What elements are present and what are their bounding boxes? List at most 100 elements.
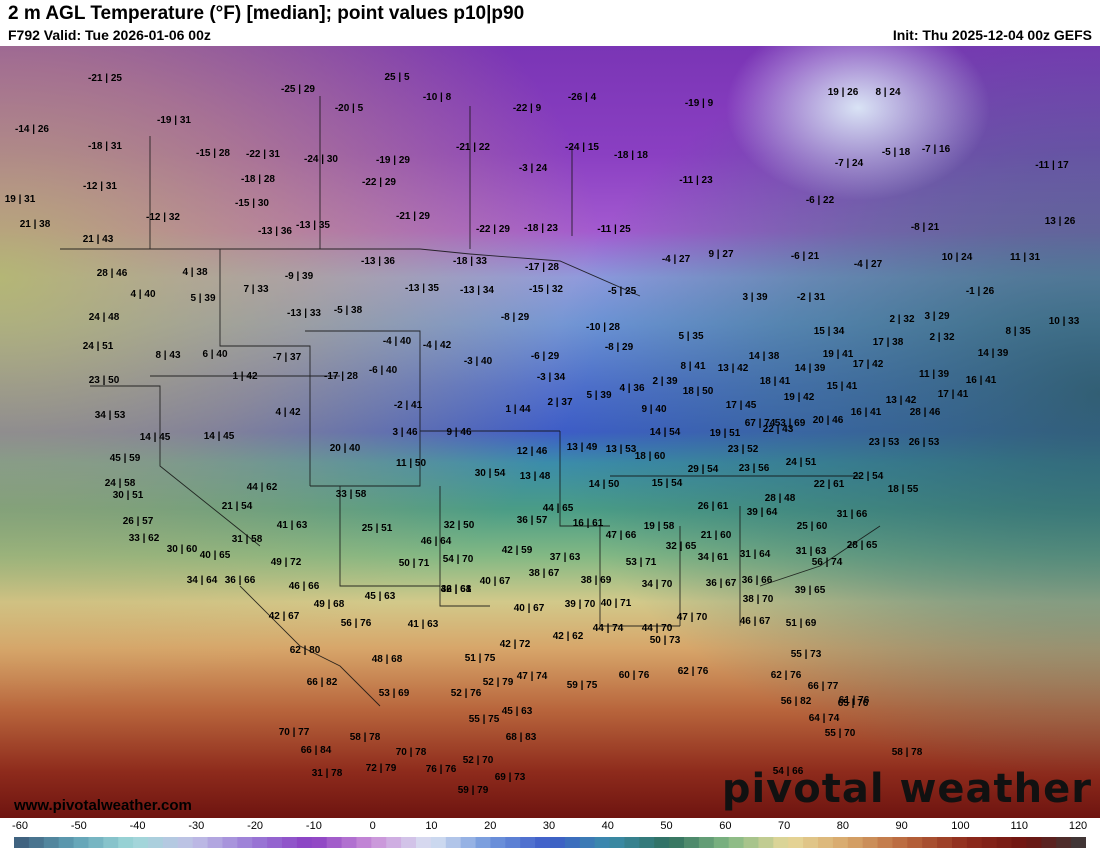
point-value: 26 | 57 [123,516,154,527]
colorbar-segment [803,837,819,848]
point-value: 44 | 70 [642,623,673,634]
point-value: 21 | 60 [701,530,732,541]
point-value: 42 | 72 [500,639,531,650]
point-values: -21 | 25 -25 | 29 25 | 5 -10 | 8 -20 | 5 -26 … [5,72,1080,796]
point-value: 59 | 75 [567,680,598,691]
point-value: 9 | 46 [446,427,471,438]
point-value: -18 | 33 [453,256,487,267]
point-value: 16 | 41 [851,407,882,418]
point-value: 13 | 42 [886,395,917,406]
point-value: 62 | 76 [678,666,709,677]
point-value: -21 | 25 [88,73,122,84]
colorbar-tick: 60 [719,820,732,832]
point-value: 60 | 76 [619,670,650,681]
point-value: 68 | 83 [506,732,537,743]
colorbar-segment [430,837,447,848]
point-value: 56 | 76 [341,618,372,629]
colorbar-segment [654,837,670,848]
colorbar-segment [14,837,30,848]
point-value: 1 | 44 [505,404,530,415]
point-value: 25 | 60 [797,521,828,532]
point-value: 17 | 42 [853,359,884,370]
point-value: 66 | 82 [307,677,338,688]
colorbar: -60 -50 -40 -30 -20 -10 0 10 20 30 40 50 60 70 80 90 100… [0,818,1100,850]
point-value: 31 | 64 [740,549,771,560]
point-value: -7 | 24 [835,158,864,169]
point-value: 45 | 63 [502,706,533,717]
colorbar-segment [401,837,417,848]
colorbar-segment [594,837,611,848]
point-value: 13 | 26 [1045,216,1076,227]
point-value: 11 | 39 [919,369,949,380]
point-value: 23 | 52 [728,444,759,455]
colorbar-segment [416,837,432,848]
colorbar-segment [1056,837,1072,848]
colorbar-segment [371,837,387,848]
colorbar-segment [356,837,372,848]
point-value: 4 | 40 [130,289,155,300]
colorbar-tick: 110 [1010,820,1028,832]
point-value: -19 | 29 [376,155,410,166]
point-value: 72 | 79 [366,763,397,774]
point-value: 4 | 38 [182,267,207,278]
temperature-map[interactable]: -21 | 25 -25 | 29 25 | 5 -10 | 8 -20 | 5 -26 … [0,46,1100,818]
colorbar-tick: 0 [369,820,376,832]
point-value: -12 | 32 [146,212,180,223]
point-value: 22 | 43 [763,424,794,435]
point-value: -10 | 28 [586,322,620,333]
point-value: 66 | 84 [301,745,332,756]
point-value: 56 | 82 [781,696,812,707]
colorbar-segment [490,837,506,848]
point-value: -13 | 33 [287,308,321,319]
colorbar-segment [788,837,804,848]
point-value: 5 | 35 [678,331,703,342]
point-value: 15 | 41 [827,381,858,392]
point-value: 53 | 69 [379,688,410,699]
point-value: 5 | 39 [586,390,611,401]
point-value: 24 | 48 [89,312,120,323]
point-value: 62 | 80 [290,645,321,656]
point-value: 3 | 39 [742,292,767,303]
point-value: 2 | 32 [889,314,914,325]
point-value: 8 | 35 [1005,326,1030,337]
point-value: -15 | 32 [529,284,563,295]
colorbar-segment [937,837,953,848]
point-value: -14 | 26 [15,124,49,135]
point-value: 28 | 48 [765,493,796,504]
point-value: -13 | 34 [460,285,494,296]
colorbar-segment [207,837,224,848]
colorbar-segment [326,837,343,848]
point-value: -19 | 31 [157,115,191,126]
point-value: -1 | 26 [966,286,995,297]
point-value: 12 | 46 [517,446,548,457]
point-value: 30 | 60 [167,544,198,555]
point-value: 34 | 64 [187,575,218,586]
point-value: 2 | 32 [929,332,954,343]
point-value: 34 | 61 [698,552,729,563]
map-title: 2 m AGL Temperature (°F) [median]; point… [8,3,525,24]
point-value: 52 | 70 [463,755,494,766]
point-value: 3 | 29 [924,311,949,322]
point-value: 44 | 65 [543,503,574,514]
point-value: 38 | 70 [743,594,774,605]
point-value: 2 | 37 [547,397,572,408]
point-value: 38 | 69 [581,575,612,586]
colorbar-segment [386,837,402,848]
point-value: 46 | 64 [421,536,452,547]
colorbar-segment [743,837,760,848]
colorbar-segment [1071,837,1086,848]
point-value: -8 | 29 [605,342,634,353]
point-value: 7 | 33 [243,284,268,295]
point-value: 24 | 51 [83,341,114,352]
point-value: 14 | 38 [749,351,780,362]
point-value: -22 | 9 [513,103,542,114]
point-value: 50 | 73 [650,635,681,646]
point-value: 19 | 42 [784,392,815,403]
point-value: 52 | 76 [451,688,482,699]
point-value: -22 | 31 [246,149,280,160]
point-value: 36 | 66 [742,575,773,586]
point-value: 40 | 71 [601,598,632,609]
point-value: 44 | 62 [247,482,278,493]
point-value: 51 | 69 [786,618,817,629]
colorbar-tick: -30 [188,820,205,832]
